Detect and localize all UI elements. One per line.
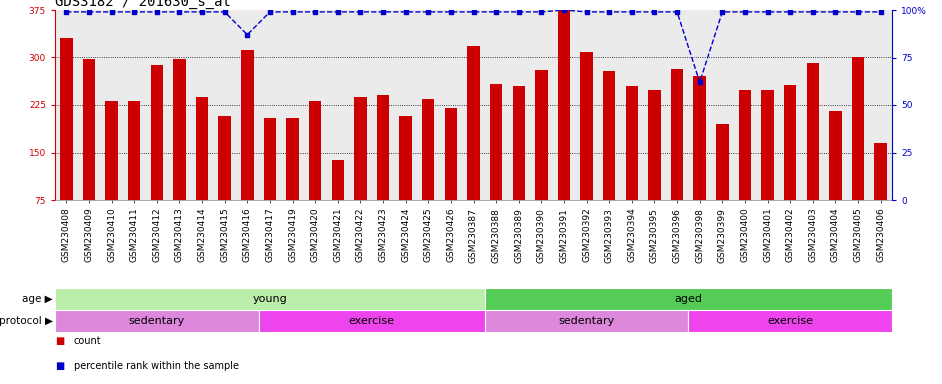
- Bar: [286, 118, 299, 200]
- Point: [466, 9, 481, 15]
- Point: [602, 9, 617, 15]
- Bar: [55, 288, 485, 310]
- Text: percentile rank within the sample: percentile rank within the sample: [73, 361, 239, 371]
- Bar: [784, 85, 796, 200]
- Bar: [874, 143, 887, 200]
- Bar: [128, 101, 140, 200]
- Bar: [332, 160, 344, 200]
- Point: [126, 9, 141, 15]
- Bar: [422, 99, 434, 200]
- Point: [104, 9, 119, 15]
- Bar: [852, 58, 865, 200]
- Bar: [580, 53, 593, 200]
- Bar: [151, 65, 163, 200]
- Bar: [264, 118, 276, 200]
- Bar: [829, 111, 841, 200]
- Bar: [806, 63, 819, 200]
- Point: [625, 9, 640, 15]
- Bar: [512, 86, 525, 200]
- Bar: [558, 10, 570, 200]
- Bar: [173, 60, 186, 200]
- Point: [851, 9, 866, 15]
- Point: [171, 9, 187, 15]
- Point: [489, 9, 504, 15]
- Text: ■: ■: [55, 361, 64, 371]
- Point: [534, 9, 549, 15]
- Text: age ▶: age ▶: [23, 294, 53, 304]
- Bar: [761, 91, 773, 200]
- Point: [376, 9, 391, 15]
- Bar: [625, 86, 638, 200]
- Point: [670, 9, 685, 15]
- Text: sedentary: sedentary: [129, 316, 185, 326]
- Bar: [196, 97, 208, 200]
- Bar: [241, 50, 253, 200]
- Point: [760, 9, 775, 15]
- Bar: [377, 96, 389, 200]
- Point: [308, 9, 323, 15]
- Point: [715, 9, 730, 15]
- Point: [398, 9, 414, 15]
- Point: [873, 9, 888, 15]
- Bar: [689, 310, 892, 332]
- Bar: [467, 46, 479, 200]
- Bar: [693, 76, 706, 200]
- Bar: [739, 91, 751, 200]
- Text: protocol ▶: protocol ▶: [0, 316, 53, 326]
- Bar: [485, 288, 892, 310]
- Point: [240, 31, 255, 38]
- Point: [828, 9, 843, 15]
- Point: [783, 9, 798, 15]
- Bar: [60, 38, 73, 200]
- Point: [217, 9, 232, 15]
- Text: sedentary: sedentary: [559, 316, 615, 326]
- Bar: [535, 70, 547, 200]
- Text: ■: ■: [55, 336, 64, 346]
- Point: [444, 9, 459, 15]
- Bar: [490, 84, 502, 200]
- Point: [149, 9, 164, 15]
- Bar: [445, 108, 457, 200]
- Bar: [259, 310, 485, 332]
- Point: [263, 9, 278, 15]
- Point: [647, 9, 662, 15]
- Bar: [648, 91, 660, 200]
- Bar: [671, 69, 683, 200]
- Text: count: count: [73, 336, 102, 346]
- Bar: [55, 310, 259, 332]
- Point: [557, 7, 572, 13]
- Text: GDS3182 / 201630_s_at: GDS3182 / 201630_s_at: [55, 0, 231, 9]
- Point: [692, 79, 707, 85]
- Point: [512, 9, 527, 15]
- Text: aged: aged: [674, 294, 703, 304]
- Bar: [83, 59, 95, 200]
- Point: [738, 9, 753, 15]
- Point: [579, 9, 594, 15]
- Bar: [354, 97, 366, 200]
- Point: [805, 9, 820, 15]
- Point: [331, 9, 346, 15]
- Text: young: young: [252, 294, 287, 304]
- Point: [58, 9, 73, 15]
- Bar: [399, 116, 412, 200]
- Bar: [716, 124, 728, 200]
- Point: [194, 9, 209, 15]
- Point: [353, 9, 368, 15]
- Bar: [485, 310, 689, 332]
- Bar: [219, 116, 231, 200]
- Point: [285, 9, 300, 15]
- Text: exercise: exercise: [767, 316, 813, 326]
- Point: [421, 9, 436, 15]
- Bar: [106, 101, 118, 200]
- Point: [81, 9, 96, 15]
- Text: exercise: exercise: [349, 316, 395, 326]
- Bar: [603, 71, 615, 200]
- Bar: [309, 101, 321, 200]
